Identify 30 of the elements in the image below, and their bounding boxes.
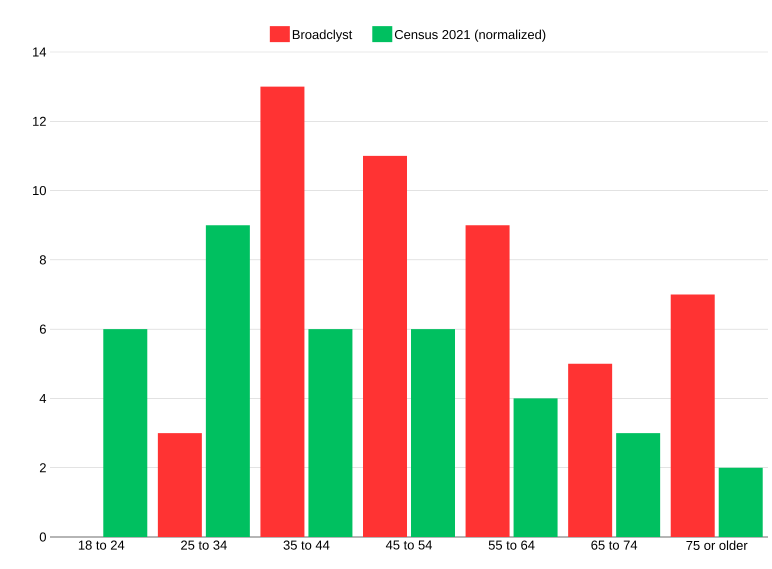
y-tick-label: 4 <box>40 394 46 403</box>
bar <box>308 329 352 537</box>
bar <box>616 433 660 537</box>
y-tick-label: 2 <box>40 463 46 472</box>
bar <box>411 329 456 537</box>
legend-label: Census 2021 (normalized) <box>394 30 546 42</box>
x-tick-label: 65 to 74 <box>591 540 638 550</box>
y-tick-label: 8 <box>40 255 46 264</box>
bar <box>670 294 715 537</box>
bar <box>568 364 612 537</box>
bar <box>466 225 510 537</box>
bar <box>103 329 148 537</box>
bar <box>514 398 558 537</box>
y-tick-label: 6 <box>40 324 46 334</box>
bar <box>260 86 304 537</box>
x-tick-label: 35 to 44 <box>284 540 330 550</box>
bar <box>363 156 408 537</box>
bar <box>718 468 763 537</box>
y-tick-label: 14 <box>33 48 46 56</box>
legend-label: Broadclyst <box>292 30 352 42</box>
y-tick-label: 0 <box>40 532 46 542</box>
x-tick-label: 75 or older <box>686 540 748 550</box>
x-tick-label: 18 to 24 <box>78 540 124 550</box>
bar <box>206 225 250 537</box>
bar <box>158 433 202 537</box>
x-tick-label: 55 to 64 <box>488 540 535 550</box>
x-tick-label: 45 to 54 <box>386 540 432 550</box>
x-tick-label: 25 to 34 <box>181 540 227 550</box>
y-tick-label: 12 <box>33 116 46 126</box>
y-tick-label: 10 <box>33 186 46 196</box>
